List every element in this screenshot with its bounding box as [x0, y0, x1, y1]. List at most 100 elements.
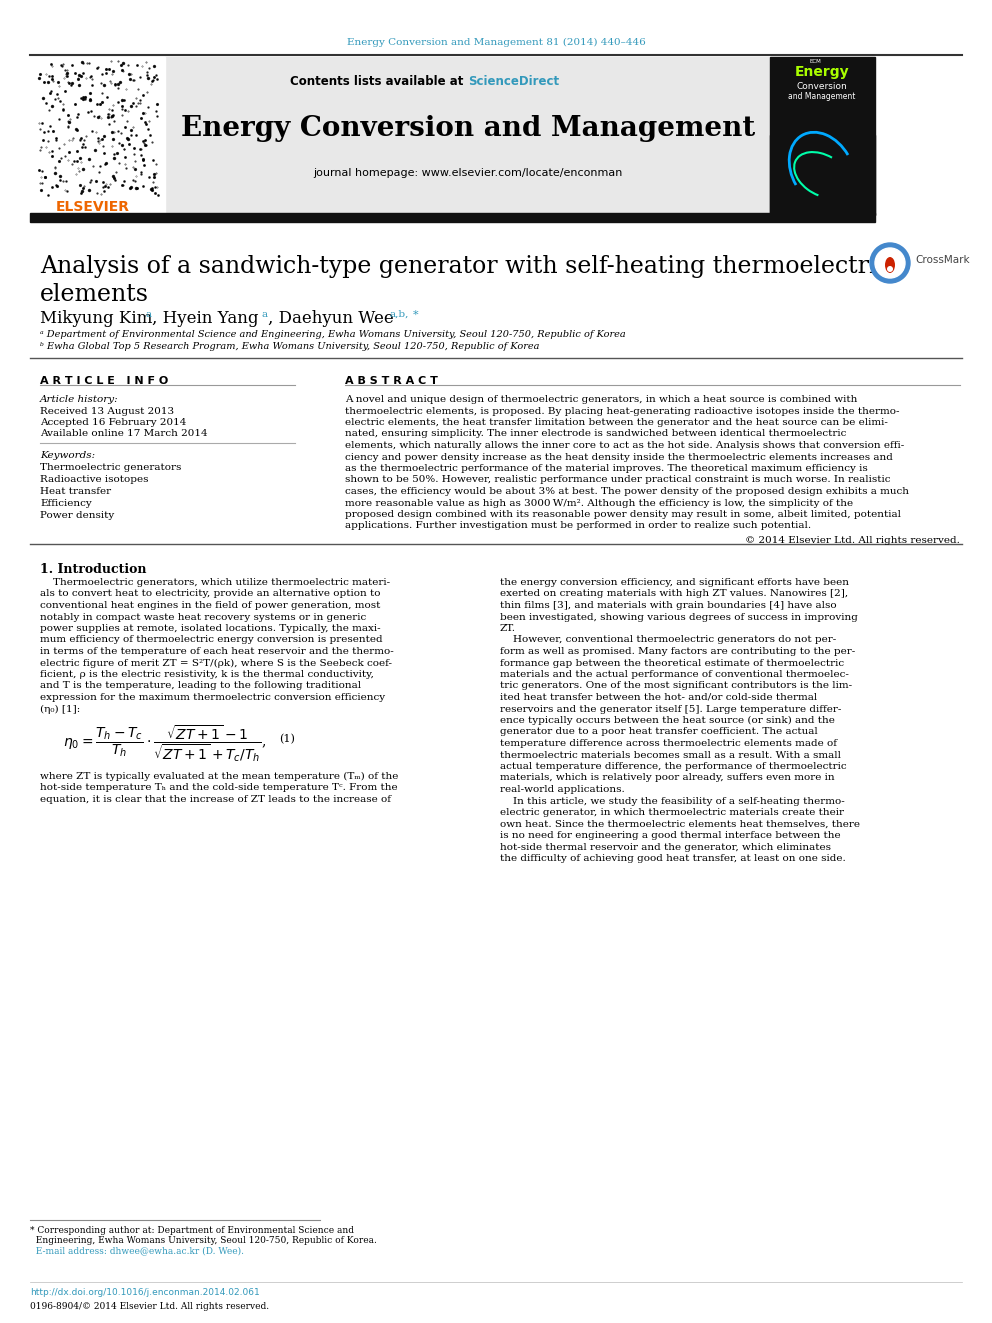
Text: (η₀) [1]:: (η₀) [1]: — [40, 705, 80, 713]
Text: the difficulty of achieving good heat transfer, at least on one side.: the difficulty of achieving good heat tr… — [500, 855, 846, 863]
Text: ited heat transfer between the hot- and/or cold-side thermal: ited heat transfer between the hot- and/… — [500, 693, 817, 703]
Text: Energy: Energy — [795, 65, 849, 79]
Text: ence typically occurs between the heat source (or sink) and the: ence typically occurs between the heat s… — [500, 716, 835, 725]
Text: Efficiency: Efficiency — [40, 499, 91, 508]
Bar — [770, 57, 875, 216]
Text: and Management: and Management — [789, 93, 856, 101]
Text: as the thermoelectric performance of the material improves. The theoretical maxi: as the thermoelectric performance of the… — [345, 464, 868, 474]
Text: exerted on creating materials with high ZT values. Nanowires [2],: exerted on creating materials with high … — [500, 590, 848, 598]
Text: formance gap between the theoretical estimate of thermoelectric: formance gap between the theoretical est… — [500, 659, 844, 668]
Text: ZT.: ZT. — [500, 624, 516, 632]
Bar — [770, 135, 875, 216]
Text: notably in compact waste heat recovery systems or in generic: notably in compact waste heat recovery s… — [40, 613, 366, 622]
Text: temperature difference across thermoelectric elements made of: temperature difference across thermoelec… — [500, 740, 837, 747]
Ellipse shape — [885, 257, 895, 273]
Text: ciency and power density increase as the heat density inside the thermoelectric : ciency and power density increase as the… — [345, 452, 893, 462]
Text: 1. Introduction: 1. Introduction — [40, 564, 147, 576]
Text: Mikyung Kim: Mikyung Kim — [40, 310, 153, 327]
Text: Thermoelectric generators: Thermoelectric generators — [40, 463, 182, 472]
Text: real-world applications.: real-world applications. — [500, 785, 625, 794]
Text: Available online 17 March 2014: Available online 17 March 2014 — [40, 429, 207, 438]
Text: actual temperature difference, the performance of thermoelectric: actual temperature difference, the perfo… — [500, 762, 846, 771]
Text: Analysis of a sandwich-type generator with self-heating thermoelectric: Analysis of a sandwich-type generator wi… — [40, 255, 890, 278]
Text: ELSEVIER: ELSEVIER — [56, 200, 130, 214]
Bar — [30, 213, 875, 222]
Text: electric elements, the heat transfer limitation between the generator and the he: electric elements, the heat transfer lim… — [345, 418, 888, 427]
Text: a: a — [262, 310, 268, 319]
Text: journal homepage: www.elsevier.com/locate/enconman: journal homepage: www.elsevier.com/locat… — [313, 168, 623, 179]
Text: Radioactive isotopes: Radioactive isotopes — [40, 475, 149, 484]
Text: electric figure of merit ZT = S²T/(ρk), where S is the Seebeck coef-: electric figure of merit ZT = S²T/(ρk), … — [40, 659, 392, 668]
Text: , Daehyun Wee: , Daehyun Wee — [268, 310, 394, 327]
Text: als to convert heat to electricity, provide an alternative option to: als to convert heat to electricity, prov… — [40, 590, 381, 598]
Bar — [30, 57, 165, 216]
Text: (1): (1) — [279, 734, 295, 745]
Text: generator due to a poor heat transfer coefficient. The actual: generator due to a poor heat transfer co… — [500, 728, 817, 737]
Text: $\eta_0 = \dfrac{T_h-T_c}{T_h}\cdot\dfrac{\sqrt{ZT+1}-1}{\sqrt{ZT+1}+T_c/T_h}$,: $\eta_0 = \dfrac{T_h-T_c}{T_h}\cdot\dfra… — [63, 724, 267, 765]
Text: hot-side temperature Tₕ and the cold-side temperature Tᶜ. From the: hot-side temperature Tₕ and the cold-sid… — [40, 783, 398, 792]
Text: , Hyein Yang: , Hyein Yang — [152, 310, 259, 327]
Text: nated, ensuring simplicity. The inner electrode is sandwiched between identical : nated, ensuring simplicity. The inner el… — [345, 430, 846, 438]
Text: ᵃ Department of Environmental Science and Engineering, Ewha Womans University, S: ᵃ Department of Environmental Science an… — [40, 329, 626, 339]
Text: * Corresponding author at: Department of Environmental Science and: * Corresponding author at: Department of… — [30, 1226, 354, 1234]
Text: *: * — [413, 310, 419, 320]
Text: Power density: Power density — [40, 511, 114, 520]
Text: E-mail address: dhwee@ewha.ac.kr (D. Wee).: E-mail address: dhwee@ewha.ac.kr (D. Wee… — [30, 1246, 244, 1256]
Circle shape — [875, 247, 905, 278]
Text: equation, it is clear that the increase of ZT leads to the increase of: equation, it is clear that the increase … — [40, 795, 391, 804]
Text: in terms of the temperature of each heat reservoir and the thermo-: in terms of the temperature of each heat… — [40, 647, 394, 656]
Text: electric generator, in which thermoelectric materials create their: electric generator, in which thermoelect… — [500, 808, 844, 818]
Text: mum efficiency of thermoelectric energy conversion is presented: mum efficiency of thermoelectric energy … — [40, 635, 383, 644]
Text: © 2014 Elsevier Ltd. All rights reserved.: © 2014 Elsevier Ltd. All rights reserved… — [745, 536, 960, 545]
Text: thermoelectric elements, is proposed. By placing heat-generating radioactive iso: thermoelectric elements, is proposed. By… — [345, 406, 900, 415]
Text: Energy Conversion and Management 81 (2014) 440–446: Energy Conversion and Management 81 (201… — [346, 38, 646, 48]
Text: proposed design combined with its reasonable power density may result in some, a: proposed design combined with its reason… — [345, 509, 901, 519]
Text: and T is the temperature, leading to the following traditional: and T is the temperature, leading to the… — [40, 681, 361, 691]
Text: power supplies at remote, isolated locations. Typically, the maxi-: power supplies at remote, isolated locat… — [40, 624, 381, 632]
Text: conventional heat engines in the field of power generation, most: conventional heat engines in the field o… — [40, 601, 380, 610]
Text: materials and the actual performance of conventional thermoelec-: materials and the actual performance of … — [500, 669, 849, 679]
Text: is no need for engineering a good thermal interface between the: is no need for engineering a good therma… — [500, 831, 840, 840]
Bar — [165, 57, 770, 216]
Text: ficient, ρ is the electric resistivity, k is the thermal conductivity,: ficient, ρ is the electric resistivity, … — [40, 669, 374, 679]
Text: Keywords:: Keywords: — [40, 451, 95, 460]
Text: Accepted 16 February 2014: Accepted 16 February 2014 — [40, 418, 186, 427]
Text: expression for the maximum thermoelectric conversion efficiency: expression for the maximum thermoelectri… — [40, 693, 385, 703]
Text: form as well as promised. Many factors are contributing to the per-: form as well as promised. Many factors a… — [500, 647, 855, 656]
Text: Thermoelectric generators, which utilize thermoelectric materi-: Thermoelectric generators, which utilize… — [40, 578, 390, 587]
Text: Received 13 August 2013: Received 13 August 2013 — [40, 407, 175, 415]
Text: ScienceDirect: ScienceDirect — [468, 75, 559, 89]
Text: own heat. Since the thermoelectric elements heat themselves, there: own heat. Since the thermoelectric eleme… — [500, 819, 860, 828]
Text: a: a — [146, 310, 152, 319]
Text: hot-side thermal reservoir and the generator, which eliminates: hot-side thermal reservoir and the gener… — [500, 843, 831, 852]
Text: Energy Conversion and Management: Energy Conversion and Management — [181, 115, 755, 142]
Text: Contents lists available at: Contents lists available at — [291, 75, 468, 89]
Text: elements, which naturally allows the inner core to act as the hot side. Analysis: elements, which naturally allows the inn… — [345, 441, 905, 450]
Text: more reasonable value as high as 3000 W/m². Although the efficiency is low, the : more reasonable value as high as 3000 W/… — [345, 499, 853, 508]
Text: shown to be 50%. However, realistic performance under practical constraint is mu: shown to be 50%. However, realistic perf… — [345, 475, 891, 484]
Text: A R T I C L E   I N F O: A R T I C L E I N F O — [40, 376, 169, 386]
Text: applications. Further investigation must be performed in order to realize such p: applications. Further investigation must… — [345, 521, 811, 531]
Text: reservoirs and the generator itself [5]. Large temperature differ-: reservoirs and the generator itself [5].… — [500, 705, 841, 713]
Text: thin films [3], and materials with grain boundaries [4] have also: thin films [3], and materials with grain… — [500, 601, 836, 610]
Text: CrossMark: CrossMark — [915, 255, 969, 265]
Text: thermoelectric materials becomes small as a result. With a small: thermoelectric materials becomes small a… — [500, 750, 841, 759]
Text: ᵇ Ewha Global Top 5 Research Program, Ewha Womans University, Seoul 120-750, Rep: ᵇ Ewha Global Top 5 Research Program, Ew… — [40, 343, 540, 351]
Text: Article history:: Article history: — [40, 396, 119, 404]
Text: where ZT is typically evaluated at the mean temperature (Tₘ) of the: where ZT is typically evaluated at the m… — [40, 773, 399, 781]
Text: ECM: ECM — [810, 60, 821, 64]
Circle shape — [870, 243, 910, 283]
Text: However, conventional thermoelectric generators do not per-: However, conventional thermoelectric gen… — [500, 635, 836, 644]
Text: elements: elements — [40, 283, 149, 306]
Text: A novel and unique design of thermoelectric generators, in which a heat source i: A novel and unique design of thermoelect… — [345, 396, 857, 404]
Text: cases, the efficiency would be about 3% at best. The power density of the propos: cases, the efficiency would be about 3% … — [345, 487, 909, 496]
Text: Engineering, Ewha Womans University, Seoul 120-750, Republic of Korea.: Engineering, Ewha Womans University, Seo… — [30, 1236, 377, 1245]
Text: Heat transfer: Heat transfer — [40, 487, 111, 496]
Text: tric generators. One of the most significant contributors is the lim-: tric generators. One of the most signifi… — [500, 681, 852, 691]
Text: A B S T R A C T: A B S T R A C T — [345, 376, 437, 386]
Text: 0196-8904/© 2014 Elsevier Ltd. All rights reserved.: 0196-8904/© 2014 Elsevier Ltd. All right… — [30, 1302, 269, 1311]
Text: Conversion: Conversion — [797, 82, 847, 91]
Text: a,b,: a,b, — [390, 310, 410, 319]
Text: materials, which is relatively poor already, suffers even more in: materials, which is relatively poor alre… — [500, 774, 834, 782]
Text: been investigated, showing various degrees of success in improving: been investigated, showing various degre… — [500, 613, 858, 622]
